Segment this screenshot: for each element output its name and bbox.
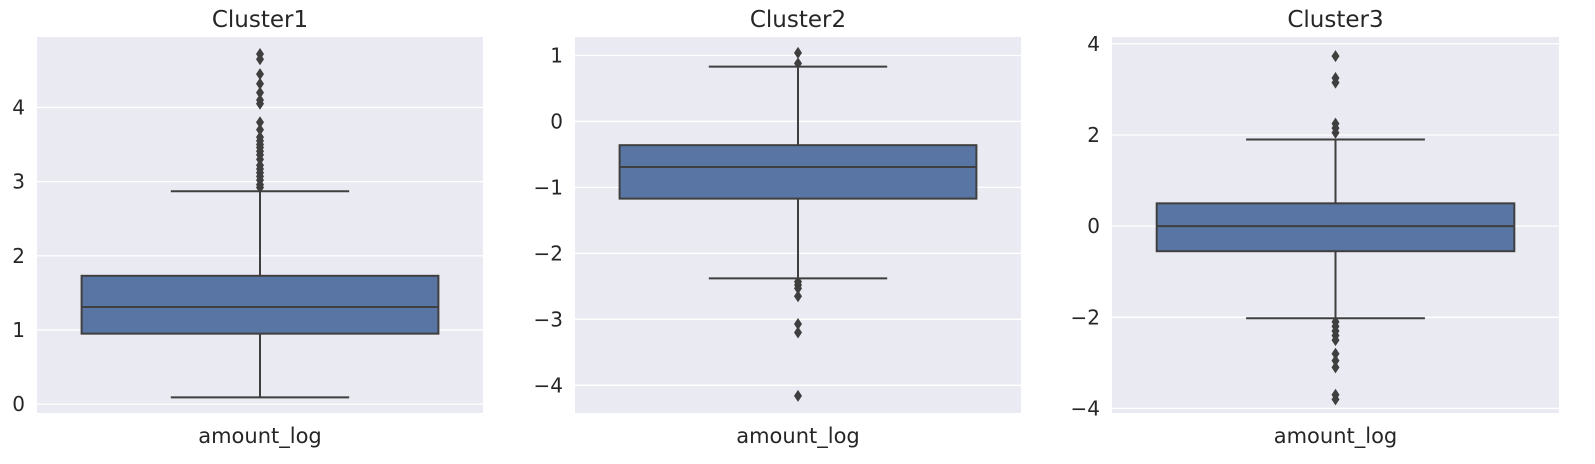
y-tick-label: −3: [534, 307, 563, 331]
outlier-point: [1331, 334, 1340, 347]
outlier-point: [1331, 347, 1340, 360]
x-axis-label: amount_log: [1274, 424, 1398, 449]
outlier-point: [794, 290, 802, 303]
outlier-point: [794, 317, 802, 330]
outlier-point: [1331, 393, 1340, 406]
outlier-point: [256, 68, 264, 81]
outlier-point: [1331, 117, 1340, 130]
y-tick-label: 3: [12, 170, 25, 194]
y-tick-label: 1: [12, 318, 25, 342]
box-iqr: [1155, 202, 1516, 253]
x-axis-label: amount_log: [736, 424, 860, 449]
outlier-point: [256, 94, 264, 107]
y-tick-label: −4: [1071, 396, 1100, 420]
box-iqr: [80, 274, 440, 335]
outlier-point: [256, 77, 264, 90]
outlier-point: [794, 389, 802, 402]
outlier-point: [794, 46, 802, 59]
chart-title: Cluster3: [1287, 7, 1383, 33]
outlier-point: [256, 131, 264, 144]
outlier-point: [256, 48, 264, 61]
y-tick-label: 0: [1087, 214, 1100, 238]
y-tick-label: 0: [12, 392, 25, 416]
outlier-point: [1331, 354, 1340, 367]
y-tick-label: −4: [534, 373, 563, 397]
y-tick-label: −2: [1071, 305, 1100, 329]
y-tick-label: 2: [12, 244, 25, 268]
y-tick-label: −1: [534, 175, 563, 199]
y-tick-label: 1: [550, 43, 563, 67]
chart-title: Cluster1: [212, 7, 308, 33]
y-tick-label: 4: [12, 95, 25, 119]
chart-title: Cluster2: [750, 7, 846, 33]
y-tick-label: 0: [550, 109, 563, 133]
outlier-point: [256, 123, 264, 136]
outlier-point: [1331, 361, 1340, 374]
y-tick-label: 2: [1087, 123, 1100, 147]
outlier-point: [1331, 50, 1340, 63]
outlier-point: [256, 116, 264, 129]
x-axis-label: amount_log: [198, 424, 322, 449]
box-iqr: [618, 144, 978, 200]
outlier-point: [794, 282, 802, 295]
outlier-point: [256, 86, 264, 99]
outlier-point: [794, 57, 802, 70]
outlier-point: [1331, 72, 1340, 85]
y-tick-label: −2: [534, 241, 563, 265]
y-tick-label: 4: [1087, 32, 1100, 56]
outlier-point: [794, 326, 802, 339]
